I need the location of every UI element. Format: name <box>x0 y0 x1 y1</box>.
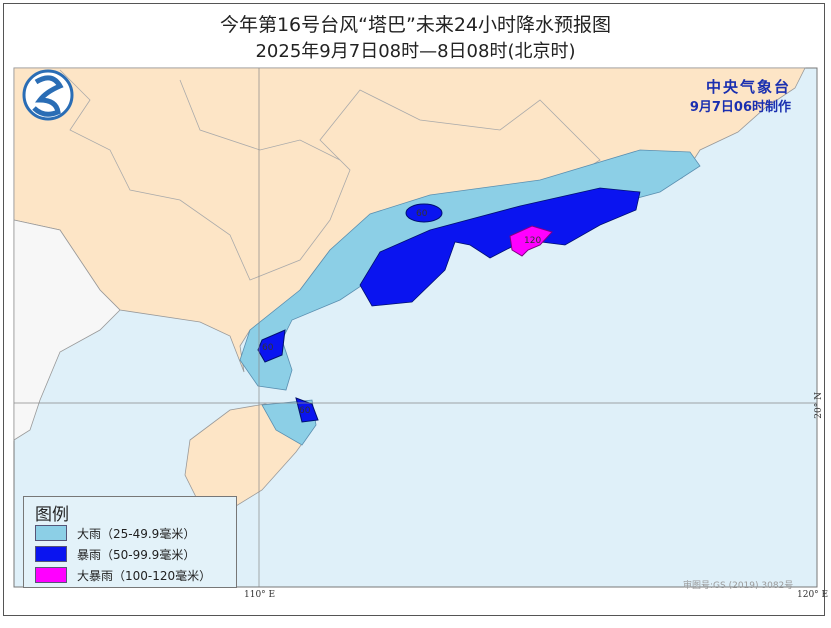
rainstorm-area <box>295 397 319 423</box>
lat-label-20: 20° N <box>814 392 824 419</box>
map-approval-number: 审图号:GS (2019) 3082号 <box>683 581 794 591</box>
legend-item: 暴雨（50-99.9毫米） <box>35 546 195 562</box>
torrential-rain-area <box>509 225 553 257</box>
map-title: 今年第16号台风“塔巴”未来24小时降水预报图 <box>219 14 612 36</box>
foreign-land <box>13 219 121 441</box>
legend-swatch <box>35 525 67 541</box>
lon-label-120: 120° E <box>797 590 829 600</box>
agency-name: 中央气象台 <box>705 78 791 96</box>
legend-item: 大暴雨（100-120毫米） <box>35 567 211 583</box>
contour-label: 60 <box>299 406 311 416</box>
rainstorm-area <box>359 187 641 307</box>
legend-swatch <box>35 546 67 562</box>
contour-label: 60 <box>262 343 274 353</box>
legend-label: 大暴雨（100-120毫米） <box>77 568 212 583</box>
issue-time: 9月7日06时制作 <box>689 100 791 115</box>
legend-item: 大雨（25-49.9毫米） <box>35 525 195 541</box>
contour-label: 60 <box>416 209 428 219</box>
lon-label-110: 110° E <box>244 590 276 600</box>
legend-label: 大雨（25-49.9毫米） <box>77 526 196 541</box>
legend: 图例 大雨（25-49.9毫米） 暴雨（50-99.9毫米） 大暴雨（100-1… <box>23 496 237 588</box>
legend-title: 图例 <box>35 505 69 525</box>
province-border <box>59 69 601 281</box>
rainstorm-area <box>405 203 443 223</box>
map-frame <box>3 3 825 616</box>
contour-label: 120 <box>524 236 541 246</box>
legend-label: 暴雨（50-99.9毫米） <box>77 547 196 562</box>
legend-swatch <box>35 567 67 583</box>
map-subtitle: 2025年9月7日08时—8日08时(北京时) <box>255 41 576 62</box>
province-border <box>179 79 341 161</box>
cma-logo <box>22 69 74 121</box>
